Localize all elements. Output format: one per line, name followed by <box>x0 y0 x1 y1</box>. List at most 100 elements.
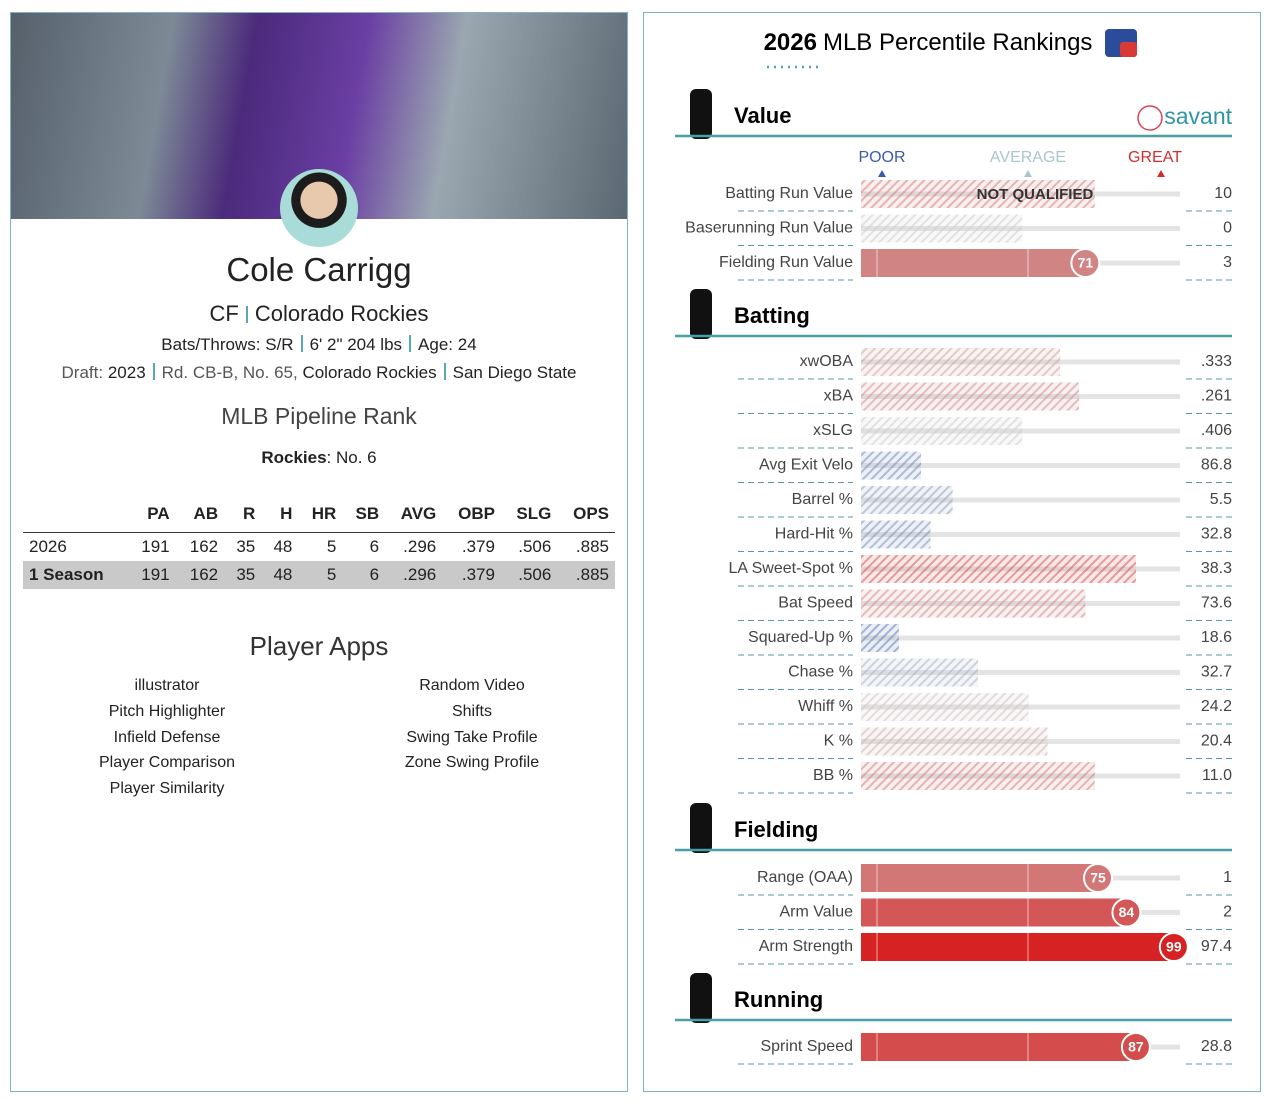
separator <box>409 335 412 352</box>
metric-label: K % <box>824 733 853 750</box>
metric-label: Bat Speed <box>778 595 853 612</box>
stat-cell: .506 <box>518 537 552 556</box>
percentile-bar <box>861 762 1095 790</box>
draft-label: Draft: <box>61 363 104 382</box>
corner <box>23 495 128 533</box>
metric-label: Barrel % <box>792 491 853 508</box>
column-header: H <box>261 495 299 533</box>
pipeline-number: : No. 6 <box>326 448 377 467</box>
panel-border <box>643 12 1261 1092</box>
stat-cell: 191 <box>141 537 170 556</box>
column-header: OPS <box>557 495 615 533</box>
app-link[interactable]: illustrator <box>134 677 200 694</box>
great-arrow <box>1157 170 1165 177</box>
metric-value: 24.2 <box>1201 698 1232 715</box>
stat-cell: 162 <box>189 537 219 556</box>
separator <box>443 363 446 380</box>
percentile-bar <box>861 180 1095 208</box>
stat-cell: 35 <box>224 561 262 589</box>
metric-value: 38.3 <box>1201 560 1232 577</box>
pipeline-team: Rockies <box>261 448 327 467</box>
draft-year: 2023 <box>107 363 146 382</box>
pipeline-title: MLB Pipeline Rank <box>221 403 417 429</box>
percentile-bar <box>861 864 1098 892</box>
app-link[interactable]: Infield Defense <box>113 728 221 746</box>
position-line: CF Colorado Rockies <box>11 301 627 327</box>
app-link[interactable]: Zone Swing Profile <box>404 754 540 772</box>
bats-throws: S/R <box>265 335 294 354</box>
separator <box>300 335 303 352</box>
player-avatar <box>280 169 358 247</box>
percentile-badge <box>1158 932 1189 962</box>
stat-cell: 48 <box>261 561 299 589</box>
bats-label: Bats/Throws: <box>161 335 261 354</box>
school: San Diego State <box>452 363 577 382</box>
stats-row: 1 Season 191 162 35 48 5 6.296.379.506.885 <box>23 561 615 589</box>
percentile-bar <box>861 417 1023 445</box>
app-link[interactable]: Player Similarity <box>109 780 225 798</box>
average-arrow <box>1024 170 1032 177</box>
metric-value: 32.7 <box>1201 664 1232 681</box>
apps-title: Player Apps <box>249 631 389 661</box>
section-title: Running <box>734 987 823 1012</box>
metric-value: .406 <box>1201 422 1232 439</box>
metric-value: 10 <box>1214 185 1232 202</box>
metric-label: Squared-Up % <box>748 629 853 646</box>
position: CF <box>209 301 239 326</box>
metric-value: 28.8 <box>1201 1038 1232 1055</box>
stat-cell: .379 <box>461 537 495 556</box>
player-card: Cole Carrigg CF Colorado Rockies Bats/Thr… <box>10 12 628 1092</box>
percentile-bar <box>861 693 1029 721</box>
metric-value: 73.6 <box>1201 595 1232 612</box>
percentile-bar <box>861 1033 1136 1061</box>
metric-label: Batting Run Value <box>725 185 853 202</box>
app-link[interactable]: Shifts <box>451 702 492 720</box>
app-link[interactable]: Swing Take Profile <box>406 728 538 746</box>
column-header: HR <box>298 495 343 533</box>
section-icon <box>690 289 712 339</box>
team: Colorado Rockies <box>254 301 429 326</box>
percentile-badge <box>1120 1032 1151 1062</box>
title-text: MLB Percentile Rankings <box>823 29 1092 56</box>
percentile-bar <box>861 933 1174 961</box>
not-qualified: NOT QUALIFIED <box>977 186 1094 203</box>
metric-value: 18.6 <box>1201 629 1232 646</box>
column-header: AB <box>175 495 225 533</box>
header-row: PA AB R H HR SB AVG OBP SLG OPS <box>23 495 615 533</box>
metric-label: Arm Value <box>779 904 853 921</box>
bio-line: Bats/Throws: S/R 6' 2" 204 lbs Age: 24 <box>11 335 627 355</box>
percentile-bar <box>861 727 1048 756</box>
column-header: OBP <box>442 495 501 533</box>
scale-poor: POOR <box>858 149 905 166</box>
stat-cell: 48 <box>273 537 293 556</box>
stats-row: 2026 191 162 35 48 5 6 .296 .379 .506 .885 <box>23 533 615 562</box>
percentile-bar <box>861 249 1086 277</box>
app-link[interactable]: Pitch Highlighter <box>108 702 226 720</box>
section-icon <box>690 89 712 139</box>
stat-cell: 6 <box>369 537 380 556</box>
metric-label: Hard-Hit % <box>775 526 853 543</box>
column-header: AVG <box>385 495 443 533</box>
stat-cell: 162 <box>175 561 225 589</box>
section-title: Batting <box>734 303 810 328</box>
percentile-badge <box>1083 863 1113 893</box>
separator <box>152 363 155 380</box>
metric-label: LA Sweet-Spot % <box>728 560 853 577</box>
metric-label: Chase % <box>788 664 853 681</box>
percentile-label: 71 <box>1078 255 1094 271</box>
app-link[interactable]: Random Video <box>419 677 525 694</box>
app-link[interactable]: Player Comparison <box>98 754 236 772</box>
percentile-badge <box>1111 897 1142 928</box>
brand: savant <box>1164 103 1232 129</box>
scale-great: GREAT <box>1128 149 1182 166</box>
column-header: R <box>224 495 262 533</box>
stat-cell: 35 <box>236 537 256 556</box>
vs-logo <box>1105 29 1137 57</box>
metric-value: 5.5 <box>1210 491 1232 508</box>
percentile-bar <box>861 382 1080 411</box>
percentile-bar <box>861 658 978 687</box>
column-header: PA <box>127 495 176 533</box>
percentile-label: 75 <box>1090 870 1106 886</box>
